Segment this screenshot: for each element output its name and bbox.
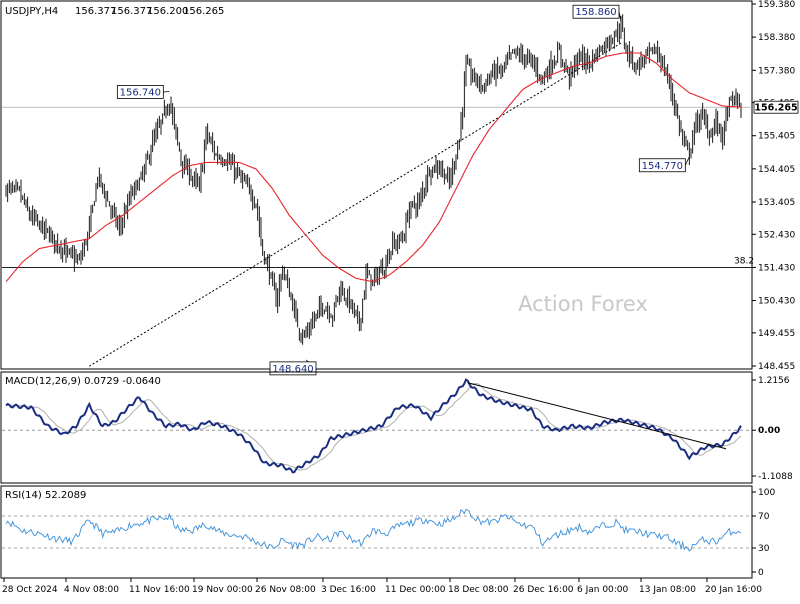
price-y-tick-label: 153.405 bbox=[758, 198, 795, 208]
time-axis-label: 20 Jan 16:00 bbox=[705, 585, 762, 595]
rsi-line bbox=[5, 508, 742, 552]
macd-title: MACD(12,26,9) 0.0729 -0.0640 bbox=[5, 376, 161, 387]
price-callout-label: 156.740 bbox=[120, 87, 161, 98]
price-y-tick-label: 149.455 bbox=[758, 329, 795, 339]
macd-trendline bbox=[467, 382, 727, 450]
price-callout-box bbox=[572, 4, 620, 19]
price-y-tick-label: 157.380 bbox=[758, 66, 795, 76]
price-callout-label: 148.640 bbox=[272, 364, 313, 375]
macd-line bbox=[5, 378, 742, 474]
price-callout-label: 154.770 bbox=[642, 161, 683, 172]
macd-signal-line bbox=[6, 382, 742, 471]
macd-panel: MACD(12,26,9) 0.0729 -0.0640 1.2156 0.00 -… bbox=[0, 371, 793, 484]
rsi-y-tick-label: 70 bbox=[758, 512, 770, 522]
time-axis-label: 3 Dec 16:00 bbox=[321, 585, 376, 595]
current-price-tag-label: 156.265 bbox=[754, 103, 797, 114]
price-callout-box bbox=[638, 158, 686, 173]
rsi-y-tick-label: 100 bbox=[758, 488, 775, 498]
time-axis-label: 13 Jan 08:00 bbox=[639, 585, 696, 595]
rsi-y-tick-label: 0 bbox=[758, 568, 764, 578]
time-axis-label: 4 Nov 08:00 bbox=[64, 585, 119, 595]
callout-connector bbox=[684, 156, 690, 166]
price-y-tick-label: 159.380 bbox=[758, 0, 795, 10]
price-y-tick-label: 151.430 bbox=[758, 263, 795, 273]
price-y-tick-label: 155.405 bbox=[758, 132, 795, 142]
watermark: Action Forex bbox=[518, 292, 648, 316]
price-callout-box bbox=[116, 85, 164, 99]
price-y-tick-label: 154.405 bbox=[758, 165, 795, 175]
price-panel: Action Forex USDJPY,H4 156.377 156.377 1… bbox=[0, 0, 799, 376]
price-y-tick-label: 150.430 bbox=[758, 297, 795, 307]
macd-panel-frame bbox=[0, 371, 753, 484]
time-axis-label: 19 Nov 00:00 bbox=[192, 585, 253, 595]
fib-level-label: 38.2 bbox=[734, 256, 754, 266]
low-value: 156.200 bbox=[147, 6, 188, 17]
macd-y-tick-label: 0.00 bbox=[758, 426, 780, 436]
time-axis-label: 11 Nov 16:00 bbox=[129, 585, 190, 595]
high-value: 156.377 bbox=[111, 6, 152, 17]
price-y-tick-label: 158.380 bbox=[758, 33, 795, 43]
time-axis-label: 26 Nov 08:00 bbox=[255, 585, 316, 595]
rsi-panel: RSI(14) 52.2089 100 70 30 0 bbox=[0, 485, 775, 579]
time-axis-label: 26 Dec 16:00 bbox=[513, 585, 574, 595]
time-axis-label: 18 Dec 08:00 bbox=[448, 585, 509, 595]
price-panel-frame bbox=[0, 0, 753, 370]
price-y-tick-label: 148.455 bbox=[758, 362, 795, 372]
current-price-tag bbox=[753, 100, 799, 114]
time-axis: 28 Oct 2024 4 Nov 08:00 11 Nov 16:00 19 Nov… bbox=[2, 578, 762, 595]
rsi-panel-frame bbox=[0, 485, 753, 579]
macd-series-layer: 1.2156 0.00 -1.1088 bbox=[2, 376, 793, 482]
macd-y-tick-label: 1.2156 bbox=[758, 376, 790, 386]
moving-average-line bbox=[5, 52, 741, 283]
callout-connector bbox=[163, 91, 170, 93]
close-value: 156.265 bbox=[183, 6, 224, 17]
rsi-y-tick-label: 30 bbox=[758, 544, 770, 554]
symbol-label: USDJPY,H4 bbox=[5, 6, 58, 17]
time-axis-label: 28 Oct 2024 bbox=[2, 585, 58, 595]
macd-y-tick-label: -1.1088 bbox=[758, 472, 793, 482]
time-axis-label: 6 Jan 00:00 bbox=[577, 585, 629, 595]
rsi-title: RSI(14) 52.2089 bbox=[5, 490, 86, 501]
price-callout-label: 158.860 bbox=[575, 7, 616, 18]
price-y-tick-label: 152.430 bbox=[758, 230, 795, 240]
price-series-layer: 159.380158.380157.380156.405155.405154.4… bbox=[2, 0, 799, 376]
time-axis-label: 11 Dec 00:00 bbox=[385, 585, 446, 595]
rsi-series-layer: 100 70 30 0 bbox=[2, 488, 775, 578]
open-value: 156.377 bbox=[75, 6, 116, 17]
